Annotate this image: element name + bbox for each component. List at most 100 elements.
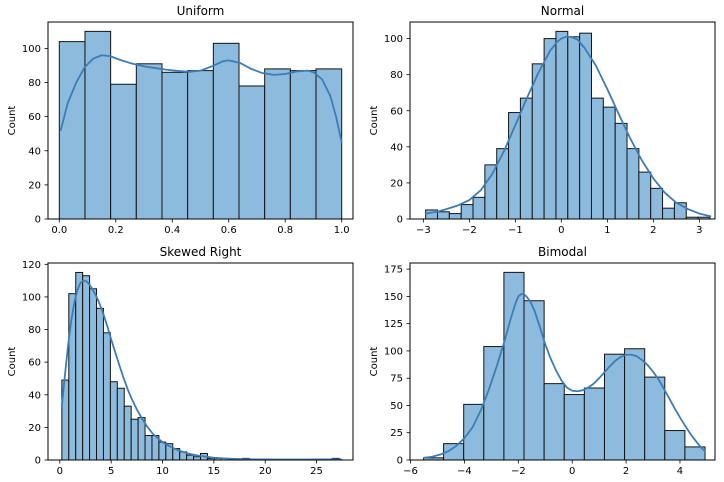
- subplot-title: Bimodal: [538, 245, 587, 259]
- x-tick-label: −3: [416, 225, 431, 236]
- histogram-bar: [664, 430, 686, 461]
- subplot-title: Uniform: [177, 4, 225, 18]
- y-tick-label: 100: [22, 44, 41, 55]
- histogram-bar: [503, 271, 525, 461]
- y-tick-label: 80: [390, 70, 403, 81]
- histogram-bars: [61, 271, 340, 461]
- histogram-bar: [650, 187, 664, 220]
- axes-spines: [409, 21, 716, 220]
- histogram-bar: [82, 275, 91, 461]
- y-tick-label: 25: [390, 428, 403, 439]
- y-axis-label: Count: [7, 347, 18, 377]
- histogram-bar: [116, 387, 125, 461]
- kde-curve: [59, 54, 343, 144]
- y-tick-label: 0: [397, 215, 403, 226]
- y-tick-label: 50: [390, 401, 403, 412]
- histogram-bar: [644, 376, 666, 461]
- x-tick-label: −6: [403, 466, 418, 477]
- histogram-bar: [448, 213, 462, 220]
- y-tick-label: 75: [390, 374, 403, 385]
- x-axis: −3 −2 −1 0 1 2 3: [416, 219, 703, 236]
- y-tick-label: 150: [384, 292, 403, 303]
- histogram-bar: [84, 30, 112, 220]
- y-axis: 0 20 40 60 80 100: [22, 44, 48, 226]
- x-tick-label: 5: [108, 466, 114, 477]
- histogram-bar: [109, 381, 118, 461]
- histogram-bar: [96, 307, 104, 461]
- y-tick-label: 120: [22, 260, 41, 271]
- histogram-bar: [662, 207, 675, 220]
- y-tick-label: 60: [390, 106, 403, 117]
- histogram-bar: [110, 83, 137, 220]
- histogram-bar: [135, 63, 163, 220]
- subplot-bimodal-histogram: −6 −4 −2 0 2 4 0 25 50 75 100 125 150 175 Bimodal Count: [369, 245, 716, 477]
- x-tick-label: 0.8: [277, 225, 293, 236]
- x-tick-label: 1: [604, 225, 610, 236]
- subplot-title: Normal: [541, 4, 584, 18]
- x-tick-label: 15: [207, 466, 220, 477]
- histogram-bar: [264, 68, 291, 220]
- y-tick-label: 40: [28, 390, 41, 401]
- histogram-bar: [187, 70, 214, 220]
- histogram-bar: [563, 394, 585, 461]
- subplot-title: Skewed Right: [160, 245, 242, 259]
- y-axis: 0 25 50 75 100 125 150 175: [384, 265, 410, 467]
- subplot-normal-histogram: −3 −2 −1 0 1 2 3 0 20 40 60 80 100 Normal Count: [369, 4, 716, 236]
- y-axis: 0 20 40 60 80 100: [384, 34, 410, 226]
- y-tick-label: 20: [28, 423, 41, 434]
- y-tick-label: 40: [28, 146, 41, 157]
- histogram-bar: [472, 196, 486, 220]
- x-axis: 0.0 0.2 0.4 0.6 0.8 1.0: [51, 219, 350, 236]
- histogram-bar: [583, 387, 605, 461]
- x-tick-label: 0: [57, 466, 63, 477]
- histogram-bar: [130, 418, 139, 461]
- histogram-bar: [602, 106, 616, 220]
- axes-spines: [47, 262, 354, 461]
- x-tick-label: 0.4: [164, 225, 180, 236]
- histogram-bar: [638, 171, 652, 220]
- y-tick-label: 80: [28, 325, 41, 336]
- histogram-bar: [144, 435, 153, 461]
- y-tick-label: 100: [384, 34, 403, 45]
- y-axis-label: Count: [7, 106, 18, 136]
- histogram-bar: [555, 30, 569, 220]
- x-tick-label: 0.2: [108, 225, 124, 236]
- x-tick-label: 2: [623, 466, 629, 477]
- subplot-uniform-histogram: 0.0 0.2 0.4 0.6 0.8 1.0 0 20 40 60 80 100 Uniform Cou…: [7, 4, 354, 236]
- histogram-bar: [496, 148, 510, 220]
- subplot-skewed-right-histogram: 0 5 10 15 20 25 0 20 40 60 80 100 120 Skewed Right Cou…: [7, 245, 354, 477]
- histogram-bar: [58, 41, 86, 220]
- histogram-bar: [484, 164, 498, 220]
- x-tick-label: 10: [156, 466, 169, 477]
- y-tick-label: 125: [384, 319, 403, 330]
- x-tick-label: −1: [508, 225, 523, 236]
- histogram-bar: [161, 71, 189, 220]
- histogram-bar: [626, 148, 640, 220]
- y-tick-label: 0: [35, 215, 41, 226]
- histogram-bar: [523, 300, 545, 461]
- y-tick-label: 0: [397, 456, 403, 467]
- y-axis-label: Count: [369, 106, 380, 136]
- axes-spines: [47, 21, 354, 220]
- histogram-bar: [212, 42, 240, 220]
- histogram-bar: [436, 211, 450, 220]
- y-tick-label: 60: [28, 358, 41, 369]
- histogram-bar: [102, 332, 111, 461]
- x-tick-label: 0: [558, 225, 564, 236]
- x-axis: −6 −4 −2 0 2 4: [403, 460, 683, 477]
- histogram-bar: [123, 405, 132, 461]
- histogram-bar: [543, 38, 557, 220]
- histogram-bar: [567, 36, 581, 220]
- histogram-bar: [543, 383, 565, 461]
- y-axis: 0 20 40 60 80 100 120: [22, 260, 48, 467]
- y-tick-label: 80: [28, 78, 41, 89]
- y-tick-label: 175: [384, 265, 403, 276]
- x-axis: 0 5 10 15 20 25: [57, 460, 323, 477]
- y-tick-label: 100: [22, 292, 41, 303]
- x-tick-label: 3: [696, 225, 702, 236]
- axes-spines: [409, 262, 716, 461]
- kde-curve: [424, 35, 712, 218]
- y-tick-label: 40: [390, 142, 403, 153]
- histogram-bar: [89, 288, 98, 461]
- histogram-bar: [614, 122, 628, 220]
